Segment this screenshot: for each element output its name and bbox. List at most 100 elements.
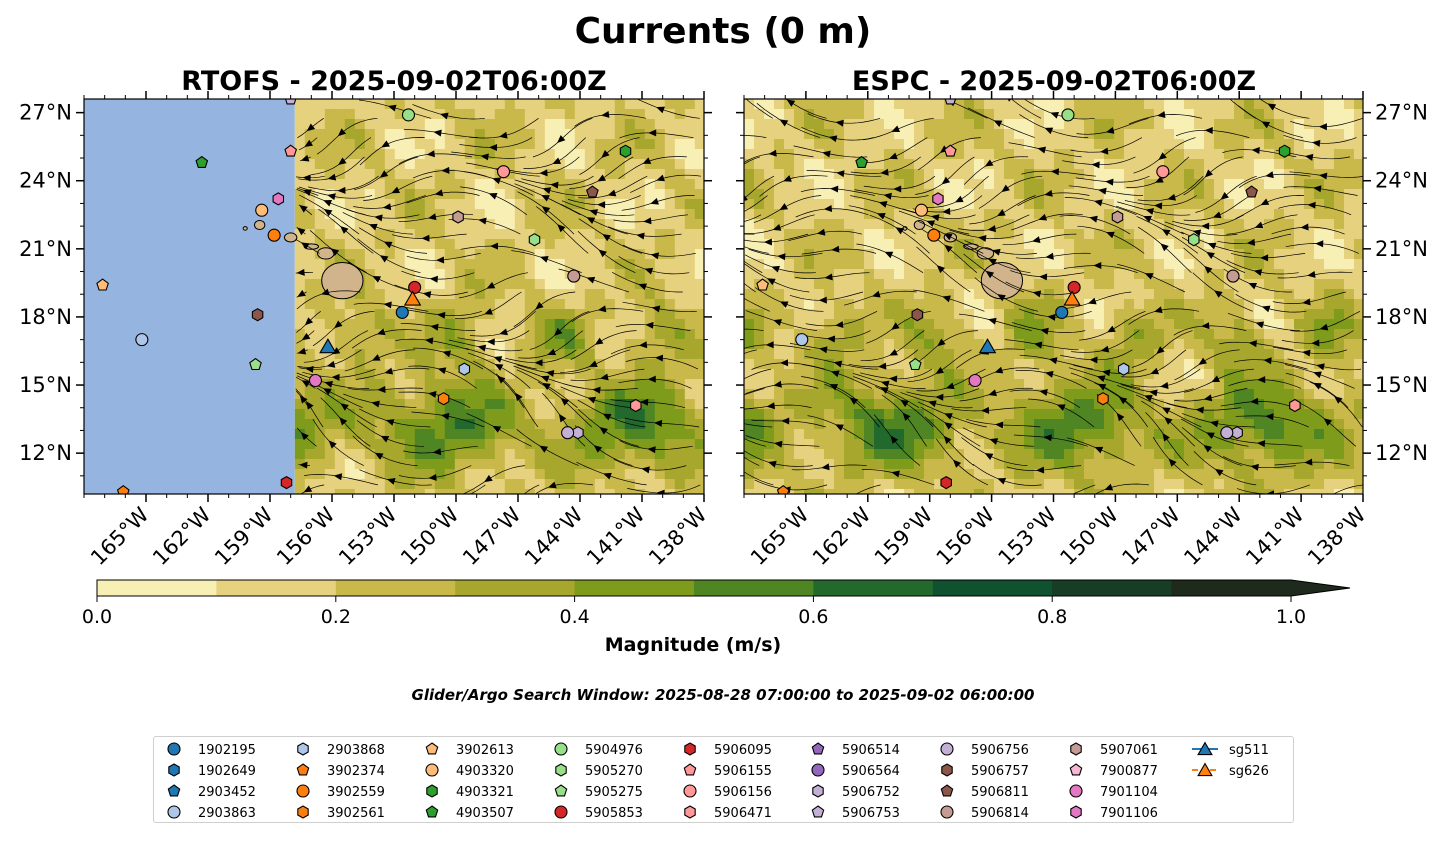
streamline-arrow [1204,126,1213,134]
streamline-arrow [1204,169,1213,178]
streamline-arrow [818,296,827,304]
legend-entry-4903507: 4903507 [425,805,514,821]
legend-entry-5906095: 5906095 [684,742,772,758]
colorbar-cell [216,580,337,596]
streamline-arrow [597,201,606,209]
streamline-arrow [331,373,340,381]
marker-5905853 [1067,280,1081,294]
streamline-arrow [943,233,953,241]
streamline-arrow [1096,375,1106,383]
marker-2903868 [458,362,471,376]
streamline-arrow [300,154,310,162]
streamline-arrow [1267,103,1277,111]
streamline [744,214,762,222]
legend-entry-2903868: 2903868 [297,742,385,758]
legend-marker [1197,741,1213,756]
marker-7901106 [272,192,285,206]
marker-5906757 [251,308,264,322]
streamline-arrow [333,473,343,481]
streamline-arrow [424,337,434,345]
marker-7901104 [968,373,982,388]
legend-entry-5906814: 5906814 [940,805,1029,821]
legend-entry-2903863: 2903863 [167,805,256,821]
streamline-arrow [824,273,833,281]
platform-markers-espc [756,99,1301,494]
streamline-arrow [441,166,450,174]
streamline [744,368,772,380]
legend-label: sg626 [1229,764,1269,779]
marker-4903320 [914,203,928,217]
legend-marker [1069,763,1083,776]
streamline [744,328,764,331]
streamline [744,456,760,466]
streamline-arrow [300,432,309,441]
streamline-arrow [1045,252,1054,260]
streamline-arrow [480,153,489,161]
streamline-arrow [722,173,733,184]
legend-label: 5905275 [585,785,643,800]
streamline-arrow [648,129,657,137]
x-tick-label: 156°W [272,502,340,570]
streamline-arrow [1201,222,1210,230]
colorbar-label: Magnitude (m/s) [605,634,782,656]
legend-marker [683,784,697,798]
streamline-arrow [432,448,442,456]
streamline-arrow [1323,418,1333,426]
legend-marker [811,763,825,777]
streamline-arrow [935,366,945,374]
streamline-arrow [1047,313,1056,321]
y-tick-label: 18°N [19,305,72,329]
streamline [744,388,765,396]
island [321,261,364,300]
streamline-arrow [780,359,789,367]
streamline-arrow [1313,371,1322,379]
streamline-arrow [493,356,503,363]
streamline-arrow [744,194,748,202]
streamline-arrow [306,401,314,410]
colorbar-cell [574,580,695,596]
streamline-arrow [1158,152,1167,160]
streamline-arrow [557,135,566,144]
legend-marker [940,742,954,756]
streamline-arrow [296,268,305,276]
streamline-arrow [368,223,378,231]
streamline-arrow [379,255,389,263]
streamline-arrow [889,152,898,160]
legend-entry-5906753: 5906753 [811,805,900,821]
streamline-arrow [340,226,349,234]
marker-4903320 [255,203,269,217]
streamline-arrow [978,234,987,242]
streamline-arrow [374,452,384,460]
streamline-arrow [1313,185,1322,193]
streamline-arrow [1206,432,1215,440]
marker-5906752 [572,426,584,440]
streamline [1229,99,1256,119]
streamline [744,349,757,354]
streamline-arrow [299,461,308,469]
streamline-arrow [783,175,792,182]
streamline-arrow [1091,161,1100,169]
streamline-arrow [427,213,437,221]
y-tick-label: 27°N [19,101,72,125]
streamline-arrow [889,348,898,356]
streamline-arrow [766,278,776,286]
streamline-arrow [1050,112,1060,119]
legend-entry-3902374: 3902374 [296,763,385,779]
streamline-arrow [1250,397,1259,405]
x-tick-label: 156°W [932,502,1000,570]
streamline-arrow [773,319,782,326]
streamline-arrow [300,242,310,250]
streamline [1072,484,1096,494]
streamline-arrow [539,445,548,453]
legend-marker [1197,762,1213,777]
streamline-arrow [835,321,844,329]
marker-7901104 [308,373,323,388]
streamline-arrow [1260,198,1270,206]
colorbar-cell [455,580,576,596]
streamline-arrow [327,193,336,201]
marker-5904976 [1061,108,1075,122]
legend-entry-1902649: 1902649 [168,763,256,779]
streamline-arrow [1154,202,1163,210]
streamline-arrow [598,249,607,258]
y-tick-label: 12°N [19,441,72,465]
